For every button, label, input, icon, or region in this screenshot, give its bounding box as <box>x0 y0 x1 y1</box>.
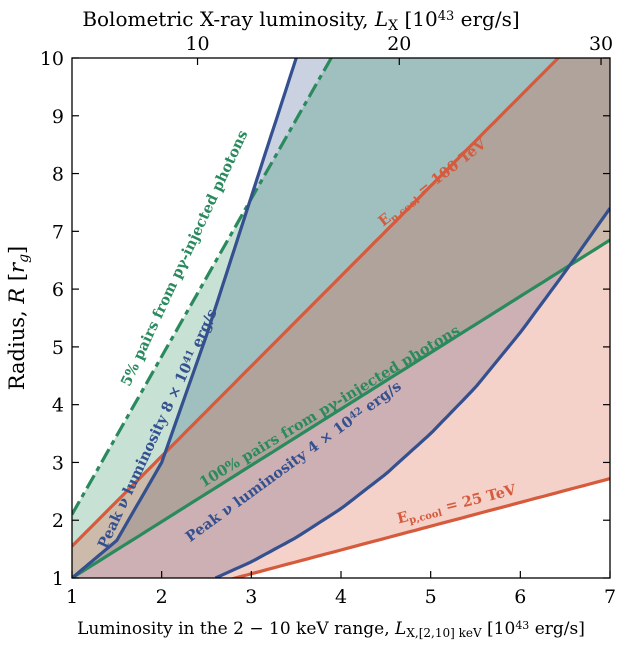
series-line-pairs100 <box>72 238 610 578</box>
series-line-ecool25 <box>229 477 610 578</box>
series-line-nu_low <box>214 207 610 578</box>
y-tick-label: 9 <box>52 106 64 128</box>
x-tick-label: 7 <box>604 586 616 608</box>
x-tick-label: 1 <box>66 586 78 608</box>
y-tick-label: 2 <box>52 510 64 532</box>
y-tick-label: 3 <box>52 452 64 474</box>
y-tick-label: 6 <box>52 279 64 301</box>
y-axis-title: Radius, R [rg] <box>5 246 32 391</box>
x-tick-label: 6 <box>514 586 526 608</box>
x-axis-title: Luminosity in the 2 − 10 keV range, LX,[… <box>77 619 585 640</box>
ecool-band <box>72 58 610 578</box>
y-tick-label: 10 <box>40 48 64 70</box>
top-axis-title: Bolometric X-ray luminosity, LX [1043 er… <box>82 7 519 34</box>
y-tick-label: 1 <box>52 568 64 590</box>
y-tick-label: 7 <box>52 221 64 243</box>
y-tick-label: 4 <box>52 395 64 417</box>
pairs-band <box>72 58 610 578</box>
series-line-ecool100 <box>72 58 561 548</box>
axes: 1 2 3 4 5 6 7 1 2 3 4 5 6 7 8 9 10 10 20 30 <box>40 33 616 608</box>
y-tick-label: 8 <box>52 164 64 186</box>
x-tick-label: 3 <box>245 586 257 608</box>
series-line-pairs5 <box>72 58 334 516</box>
x-tick-label: 2 <box>156 586 168 608</box>
y-tick-label: 5 <box>52 337 64 359</box>
axis-titles: Luminosity in the 2 − 10 keV range, LX,[… <box>5 7 585 640</box>
series-line-nu_high <box>72 58 298 578</box>
x-tick-label: 5 <box>425 586 437 608</box>
top-tick-label: 30 <box>589 33 613 55</box>
neutrino-band <box>72 58 610 578</box>
shaded-regions <box>72 58 610 578</box>
x-tick-label: 4 <box>335 586 347 608</box>
top-tick-label: 10 <box>185 33 209 55</box>
top-tick-label: 20 <box>387 33 411 55</box>
series-lines <box>72 58 610 578</box>
